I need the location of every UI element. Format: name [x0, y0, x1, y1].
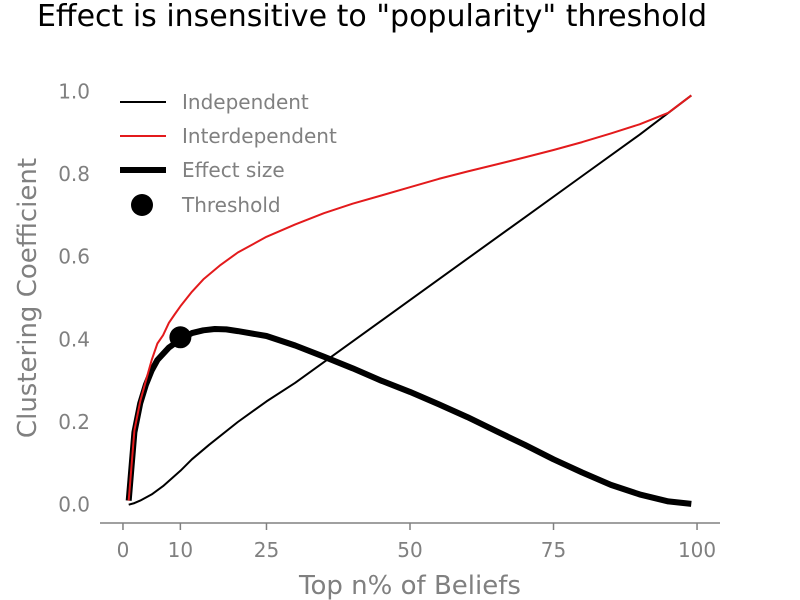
y-tick-label: 1.0	[58, 79, 90, 103]
x-tick-label: 75	[541, 538, 566, 562]
x-tick-label: 10	[168, 538, 193, 562]
legend-label-effect-size: Effect size	[182, 158, 285, 182]
threshold-point	[169, 326, 192, 349]
threshold-marker-layer	[169, 326, 192, 349]
y-tick-label: 0.8	[58, 162, 90, 186]
y-tick-label: 0.0	[58, 493, 90, 517]
series-line-effect-size	[125, 326, 692, 507]
x-tick-label: 25	[254, 538, 279, 562]
x-tick-label: 0	[117, 538, 130, 562]
chart-series	[125, 94, 692, 507]
chart-legend: Independent Interdependent Effect size T…	[120, 90, 337, 217]
series-line-independent	[128, 94, 692, 506]
x-axis-title: Top n% of Beliefs	[298, 571, 521, 600]
legend-label-independent: Independent	[182, 90, 309, 114]
y-axis-ticks: 0.0 0.2 0.4 0.6 0.8 1.0	[58, 79, 90, 516]
chart-title: Effect is insensitive to "popularity" th…	[37, 0, 707, 34]
legend-swatch-threshold	[131, 194, 153, 216]
y-tick-label: 0.4	[58, 327, 90, 351]
y-axis-title: Clustering Coefficient	[13, 158, 43, 438]
legend-label-threshold: Threshold	[181, 193, 281, 217]
x-tick-label: 50	[397, 538, 422, 562]
y-tick-label: 0.6	[58, 245, 90, 269]
x-axis-ticks: 0 10 25 50 75 100	[117, 523, 716, 562]
x-tick-label: 100	[678, 538, 716, 562]
legend-label-interdependent: Interdependent	[182, 124, 337, 148]
y-tick-label: 0.2	[58, 410, 90, 434]
chart-axes: 0 10 25 50 75 100 0.0 0.2 0.4 0.6 0.8 1.0	[58, 79, 720, 562]
series-line-interdependent	[127, 94, 692, 501]
